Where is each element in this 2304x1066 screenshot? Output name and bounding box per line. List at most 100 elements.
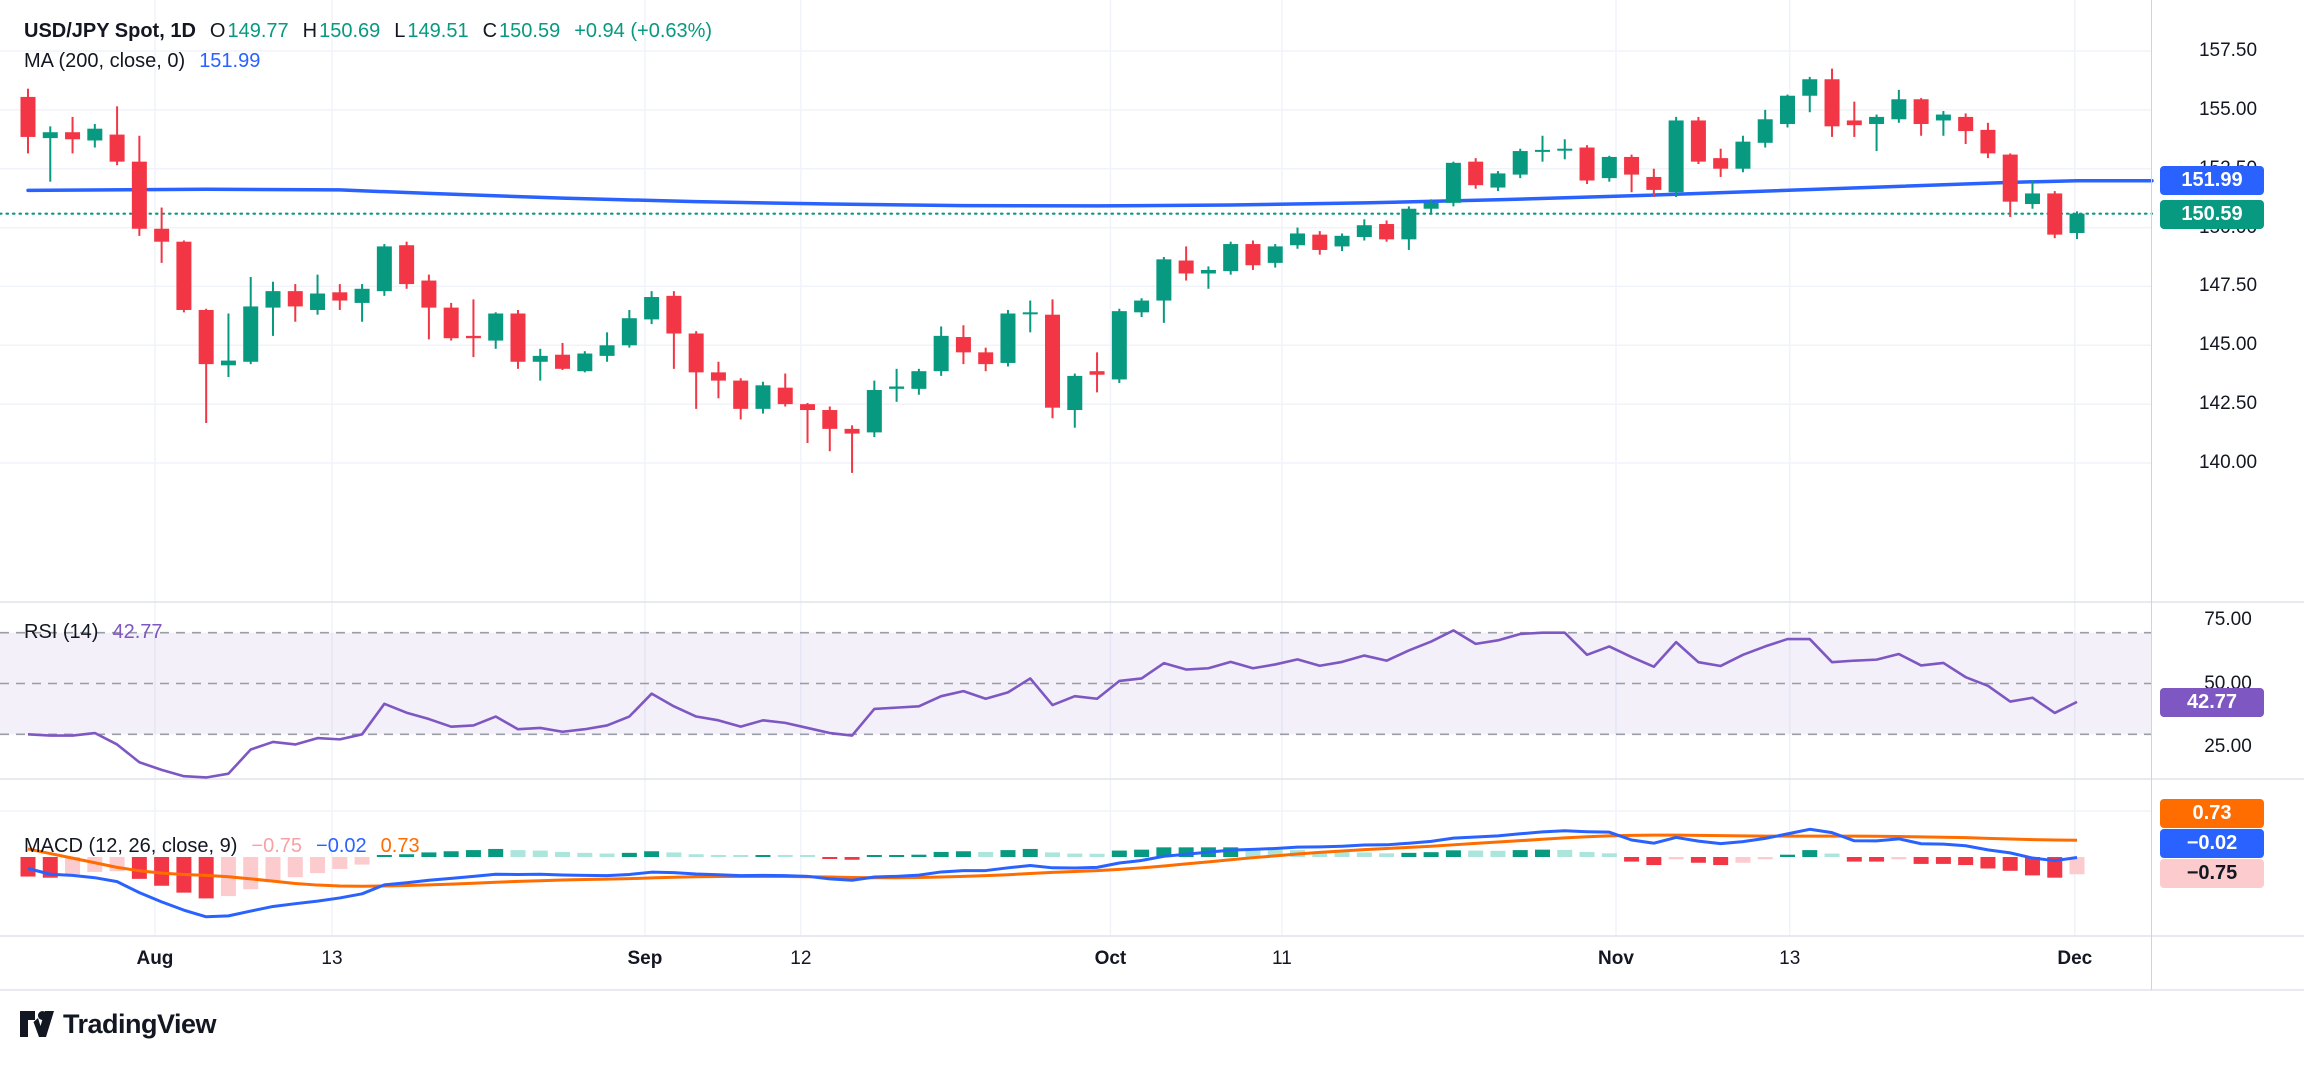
candle-body	[20, 96, 36, 137]
macd-hist-bar	[1134, 849, 1150, 857]
candle-body	[777, 387, 793, 405]
candle-body	[42, 132, 58, 139]
low-label: L	[394, 20, 406, 42]
candle-body	[1379, 224, 1395, 240]
candle-body	[1579, 147, 1595, 181]
open-label: O	[209, 20, 226, 42]
time-axis-month-label: Sep	[627, 948, 663, 969]
macd-hist-bar	[1312, 851, 1328, 857]
candle-body	[1156, 259, 1172, 301]
macd-hist-bar	[688, 854, 704, 857]
candle-body	[1891, 99, 1907, 120]
candle-body	[220, 360, 236, 366]
candle-body	[443, 307, 459, 339]
candle-body	[1134, 300, 1150, 313]
macd-hist-bar	[889, 855, 905, 857]
macd-hist-bar	[2047, 857, 2063, 878]
rsi-value: 42.77	[112, 621, 163, 643]
macd-hist-bar	[488, 848, 504, 857]
candle-body	[1757, 119, 1773, 143]
candle-body	[1713, 158, 1729, 169]
candle-body	[1690, 120, 1706, 162]
rsi-axis-label: 75.00	[2204, 609, 2252, 630]
time-axis-day-label: 13	[321, 948, 343, 969]
macd-legend[interactable]: MACD (12, 26, close, 9) −0.75 −0.02 0.73	[24, 835, 420, 858]
time-axis[interactable]: Aug 13 Sep 12 Oct 11 Nov 13 Dec	[0, 936, 2304, 990]
macd-hist-bar	[621, 852, 637, 857]
candle-body	[1490, 173, 1506, 188]
price-axis-label: 145.00	[2198, 334, 2258, 356]
ma-200-line	[26, 178, 2154, 208]
macd-hist-bar	[710, 855, 726, 857]
candle-body	[866, 390, 882, 433]
candle-body	[2024, 193, 2040, 205]
candle-body	[1779, 95, 1795, 124]
candle-body	[710, 372, 726, 381]
macd-hist-bar	[399, 854, 415, 857]
candle-body	[399, 245, 415, 285]
rsi-value-badge: 42.77	[2160, 688, 2264, 717]
candle-body	[911, 371, 927, 389]
macd-hist-bar	[1735, 857, 1751, 863]
macd-hist-bar	[1223, 847, 1239, 857]
candle-body	[176, 241, 192, 310]
candle-body	[265, 291, 281, 308]
close-label: C	[482, 20, 498, 42]
time-axis-day-label: 12	[790, 948, 812, 969]
macd-hist-bar	[1468, 850, 1484, 857]
macd-hist-bar	[1668, 857, 1684, 860]
macd-hist-bar	[2069, 857, 2085, 875]
price-axis[interactable]: 25.00 50.00 75.00 140.00 142.50 145.00 147.50 1…	[2151, 0, 2304, 990]
macd-hist-bar	[1958, 857, 1974, 866]
macd-lines	[27, 827, 2078, 919]
rsi-pane	[0, 629, 2152, 779]
candle-body	[800, 404, 816, 411]
low-value: 149.51	[407, 20, 469, 42]
candle-body	[421, 280, 437, 308]
macd-hist-bar	[2002, 857, 2018, 871]
macd-hist-bar	[1601, 853, 1617, 857]
macd-line-value: −0.02	[316, 835, 367, 857]
candle-body	[376, 246, 392, 292]
macd-hist-bar	[777, 855, 793, 857]
macd-hist-bar	[1356, 852, 1372, 857]
macd-hist-bar	[443, 851, 459, 857]
macd-hist-bar	[465, 850, 481, 857]
candle-body	[1245, 244, 1261, 266]
tradingview-link[interactable]: TradingView	[18, 1006, 217, 1042]
macd-hist-bar	[1980, 857, 1996, 869]
macd-hist-bar	[978, 851, 994, 857]
macd-hist-bar	[198, 857, 214, 899]
rsi-legend[interactable]: RSI (14) 42.77	[24, 621, 163, 644]
change-value: +0.94 (+0.63%)	[574, 20, 713, 42]
ma-label[interactable]: MA (200, close, 0)	[24, 50, 186, 72]
macd-hist-bar	[1445, 850, 1461, 857]
ma-legend[interactable]: MA (200, close, 0) 151.99	[24, 50, 260, 73]
macd-hist-bar	[555, 851, 571, 857]
candle-body	[65, 132, 81, 140]
candle-body	[1980, 129, 1996, 154]
macd-hist-bar	[1512, 850, 1528, 857]
symbol-legend[interactable]: USD/JPY Spot, 1D O 149.77 H 150.69 L 149.51…	[24, 20, 712, 43]
brand-name: TradingView	[63, 1008, 217, 1039]
macd-hist-bar	[755, 855, 771, 857]
symbol-title[interactable]: USD/JPY Spot, 1D	[24, 20, 196, 42]
candle-body	[1735, 141, 1751, 169]
macd-hist-bar	[1490, 850, 1506, 857]
macd-hist-bar	[866, 855, 882, 857]
candle-body	[599, 345, 615, 356]
macd-hist-bar	[955, 851, 971, 857]
macd-label[interactable]: MACD (12, 26, close, 9)	[24, 835, 238, 857]
rsi-label[interactable]: RSI (14)	[24, 621, 99, 643]
macd-signal-line	[27, 833, 2078, 888]
candle-body	[465, 335, 481, 339]
macd-hist-bar	[1067, 853, 1083, 857]
candle-body	[1022, 312, 1038, 315]
candle-body	[1534, 149, 1550, 152]
candle-body	[844, 428, 860, 434]
main-pane	[0, 178, 2154, 215]
macd-hist-bar	[1913, 857, 1929, 864]
macd-hist-bar	[20, 857, 36, 877]
ohlc-low: L 149.51	[394, 20, 468, 43]
